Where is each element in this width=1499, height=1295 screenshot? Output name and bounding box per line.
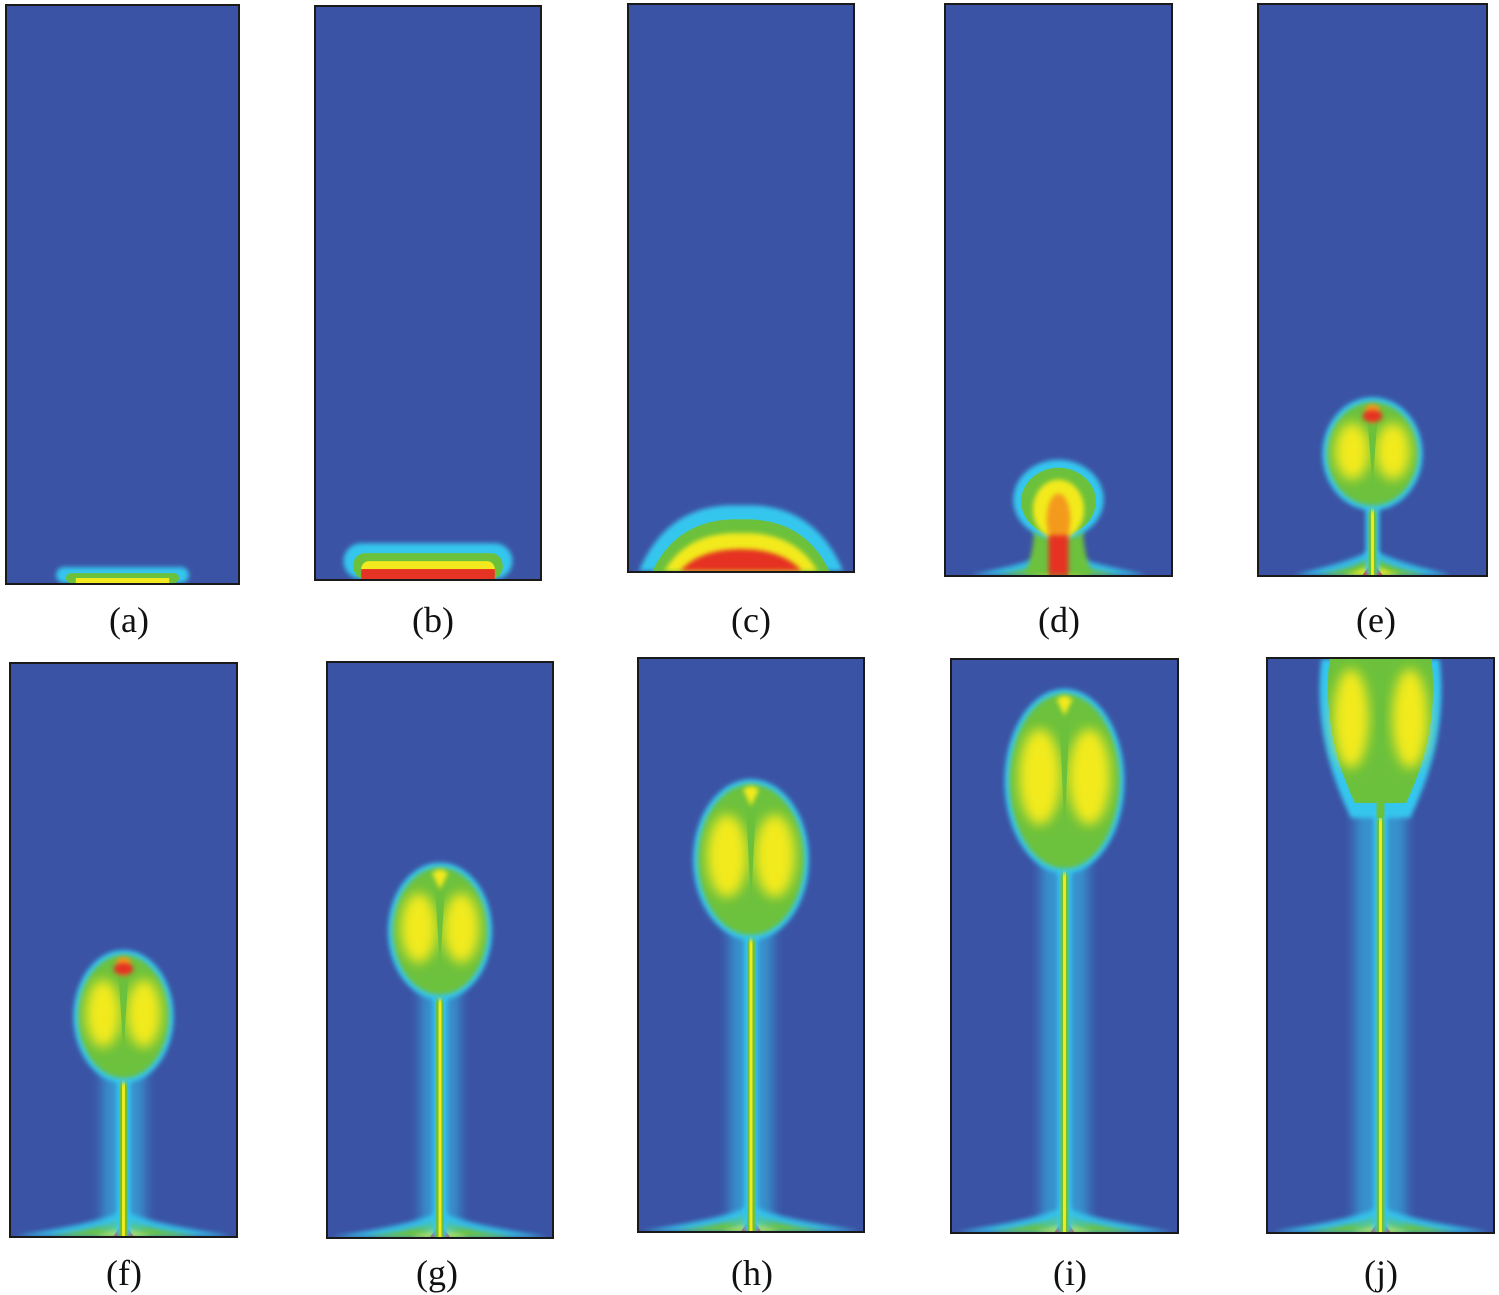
plume-h-cap-lobe-left (706, 814, 748, 898)
plume-g (328, 663, 552, 1237)
plume-i-stem-core (1063, 779, 1066, 1232)
caption-a: (a) (109, 600, 149, 640)
caption-i: (i) (1053, 1253, 1087, 1293)
plume-e-cap-lobe-right (1375, 422, 1411, 480)
plume-h-stem-core (749, 837, 753, 1231)
plume-j-top-lobe-left (1333, 668, 1369, 769)
plume-i-cap-lobe-right (1068, 728, 1111, 825)
plume-e-cap-hot (1362, 410, 1383, 423)
plume-i-cap-tip (1056, 695, 1073, 716)
caption-f: (f) (106, 1253, 142, 1293)
caption-h: (h) (731, 1253, 773, 1293)
plume-d (946, 5, 1171, 575)
plume-g-cap-lobe-right (443, 892, 480, 963)
plume-d-head-orange (1046, 493, 1071, 546)
plume-e-cap-lobe-left (1334, 422, 1370, 480)
caption-g: (g) (416, 1253, 458, 1293)
plume-j (1268, 659, 1493, 1232)
caption-e: (e) (1356, 600, 1396, 640)
panel-f (9, 662, 238, 1238)
panel-a (5, 4, 240, 585)
plume-j-top-divider (1376, 659, 1385, 818)
caption-b: (b) (412, 600, 454, 640)
plume-d-head-red (1048, 535, 1069, 575)
caption-c: (c) (731, 600, 771, 640)
plume-a (7, 6, 238, 583)
plume-g-stem-core (438, 901, 442, 1237)
plume-b-layer-red (361, 569, 495, 579)
plume-j-top-lobe-right (1392, 668, 1428, 769)
plume-h-cap-tip (743, 786, 759, 806)
plume-h (639, 659, 863, 1231)
plume-g-cap-lobe-left (400, 892, 437, 963)
panel-b (314, 5, 542, 581)
plume-f-cap-hot (113, 962, 134, 975)
plume-h-cap-lobe-right (754, 814, 796, 898)
plume-g-cap-divider (434, 871, 446, 970)
plume-c (629, 5, 853, 571)
panel-h (637, 657, 865, 1233)
plume-e (1259, 5, 1486, 575)
panel-d (944, 3, 1173, 577)
panel-i (950, 658, 1179, 1234)
plume-g-cap-tip (432, 869, 448, 890)
plume-f-cap-divider (117, 958, 130, 1054)
plume-f-cap-lobe-left (85, 979, 121, 1048)
plume-h-cap-divider (745, 788, 757, 905)
panel-e (1257, 3, 1488, 577)
plume-c-bg (629, 5, 853, 571)
panel-c (627, 3, 855, 573)
plume-b (316, 7, 540, 579)
plume-i (952, 660, 1177, 1232)
plume-i-cap-divider (1058, 697, 1071, 834)
plume-j-stem-core (1379, 659, 1382, 1232)
plume-f-cap-lobe-right (126, 979, 162, 1048)
plume-f (11, 664, 236, 1236)
plume-c-dome-red (680, 549, 802, 571)
panel-g (326, 661, 554, 1239)
plume-a-layer-yellow (75, 578, 170, 583)
caption-d: (d) (1038, 600, 1080, 640)
plume-f-stem-core (122, 991, 125, 1236)
plume-e-stem-core (1371, 471, 1374, 575)
plume-b-bg (316, 7, 540, 579)
plume-i-cap-lobe-left (1018, 728, 1061, 825)
plume-e-cap-divider (1366, 406, 1379, 485)
caption-j: (j) (1364, 1253, 1398, 1293)
plume-a-bg (7, 6, 238, 583)
panel-j (1266, 657, 1495, 1234)
